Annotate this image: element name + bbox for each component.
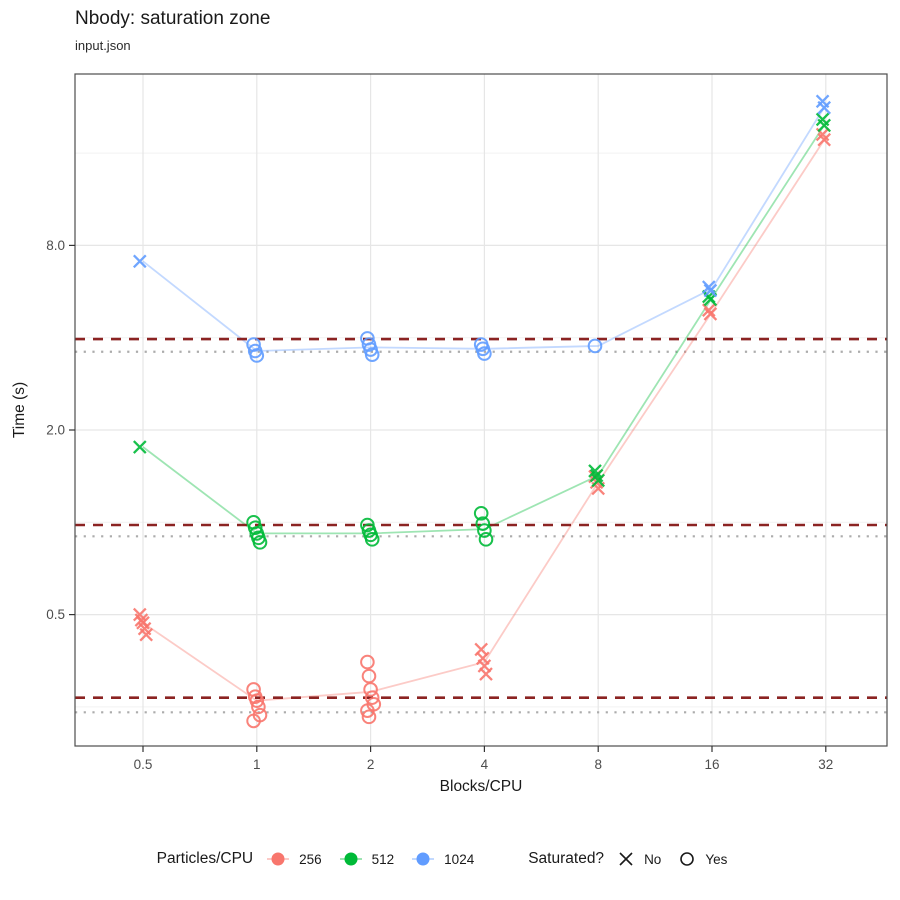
legend-item-512: 512 [338,849,395,869]
series-points-512 [132,112,832,550]
color-legend-title: Particles/CPU [156,850,254,867]
color-key-1024-icon [412,852,435,866]
x-tick-label: 4 [481,757,489,772]
legend-label: 1024 [444,851,475,867]
color-key-512-icon [339,852,362,866]
x-tick-label: 32 [818,757,833,772]
y-tick-label: 8.0 [46,238,65,253]
axis-ticks-and-labels: 0.5 1 2 4 8 16 32 0.5 2.0 8.0 [46,238,833,772]
shape-legend-title: Saturated? [528,850,605,867]
legend-item-yes: Yes [677,849,727,869]
y-axis-title: Time (s) [11,381,28,439]
legend-label: 256 [299,851,322,867]
y-tick-label: 2.0 [46,423,65,438]
legend-label: 512 [371,851,395,867]
legend-label: Yes [705,851,728,867]
panel-background [75,74,887,746]
x-tick-label: 8 [594,757,602,772]
page-subtitle: input.json [75,38,131,53]
x-tick-label: 2 [367,757,375,772]
legend-label: No [644,851,662,867]
x-mark-icon [619,852,633,866]
legend-item-no: No [616,849,661,869]
y-tick-label: 0.5 [46,607,65,622]
circle-icon [680,852,695,866]
x-tick-label: 0.5 [134,757,153,772]
color-key-256-icon [267,852,290,866]
series-points-1024 [132,94,832,363]
shape-legend: Saturated? No Yes [528,849,743,869]
x-tick-label: 1 [253,757,261,772]
legend-item-1024: 1024 [410,849,474,869]
x-tick-label: 16 [704,757,719,772]
legend: Particles/CPU 256 512 1024 Saturated? No [0,840,900,878]
gridlines [75,74,887,746]
x-axis-title: Blocks/CPU [439,778,523,795]
chart-panel: 0.5 1 2 4 8 16 32 0.5 2.0 8.0 [46,73,888,772]
panel-border [74,73,888,747]
legend-item-256: 256 [265,849,322,869]
page-title: Nbody: saturation zone [75,8,271,29]
